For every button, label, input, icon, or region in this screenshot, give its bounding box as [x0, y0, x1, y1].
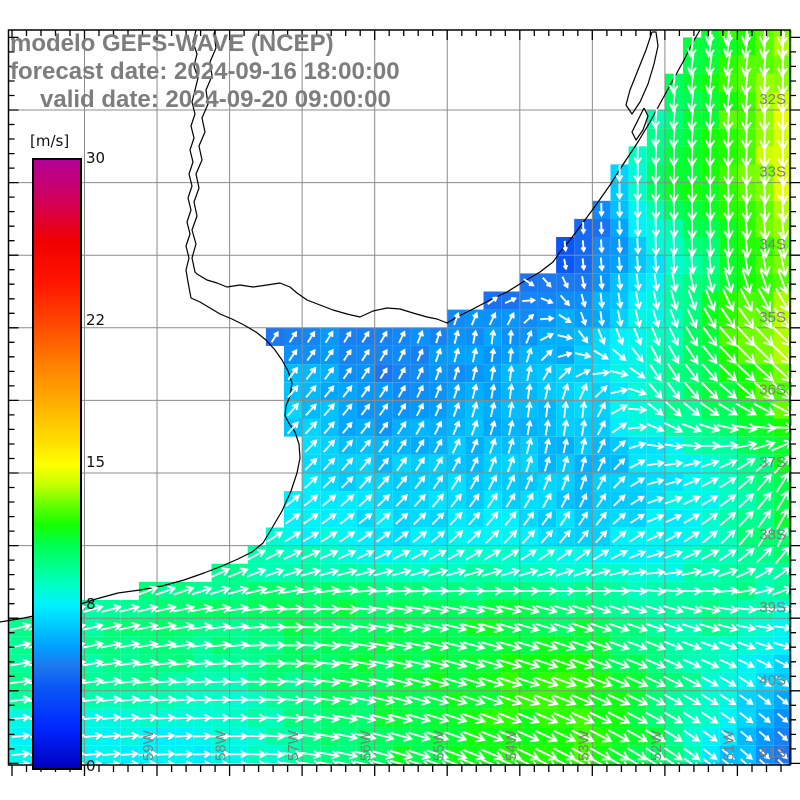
- graticule-grid: [8, 30, 790, 765]
- svg-text:56W: 56W: [358, 729, 375, 761]
- map-frame: [7, 29, 800, 776]
- svg-text:40S: 40S: [759, 672, 786, 689]
- svg-text:34S: 34S: [759, 236, 786, 253]
- svg-text:54W: 54W: [503, 729, 520, 761]
- coastline: [0, 29, 701, 623]
- colorbar: [32, 158, 82, 770]
- svg-text:57W: 57W: [285, 729, 302, 761]
- colorbar-tick-0: 0: [86, 757, 96, 775]
- svg-text:59W: 59W: [140, 729, 157, 761]
- geo-labels: 32S33S34S35S36S37S38S39S40S41S60W59W58W5…: [68, 91, 787, 761]
- svg-text:37S: 37S: [759, 454, 786, 471]
- svg-text:52W: 52W: [648, 729, 665, 761]
- svg-text:55W: 55W: [430, 729, 447, 761]
- svg-text:32S: 32S: [759, 91, 786, 108]
- wind-direction-arrows: [9, 19, 796, 771]
- svg-text:35S: 35S: [759, 309, 786, 326]
- colorbar-tick-22: 22: [86, 311, 106, 330]
- colorbar-tick-30: 30: [86, 149, 106, 167]
- svg-text:41S: 41S: [759, 744, 786, 761]
- svg-text:53W: 53W: [575, 729, 592, 761]
- colorbar-tick-15: 15: [86, 453, 106, 471]
- svg-text:36S: 36S: [759, 381, 786, 398]
- svg-text:39S: 39S: [759, 599, 786, 616]
- colorbar-tick-8: 8: [86, 594, 96, 613]
- colorbar-unit-label: [m/s]: [30, 132, 70, 150]
- svg-text:33S: 33S: [759, 164, 786, 181]
- svg-text:58W: 58W: [213, 729, 230, 761]
- svg-text:38S: 38S: [759, 527, 786, 544]
- svg-text:51W: 51W: [720, 729, 737, 761]
